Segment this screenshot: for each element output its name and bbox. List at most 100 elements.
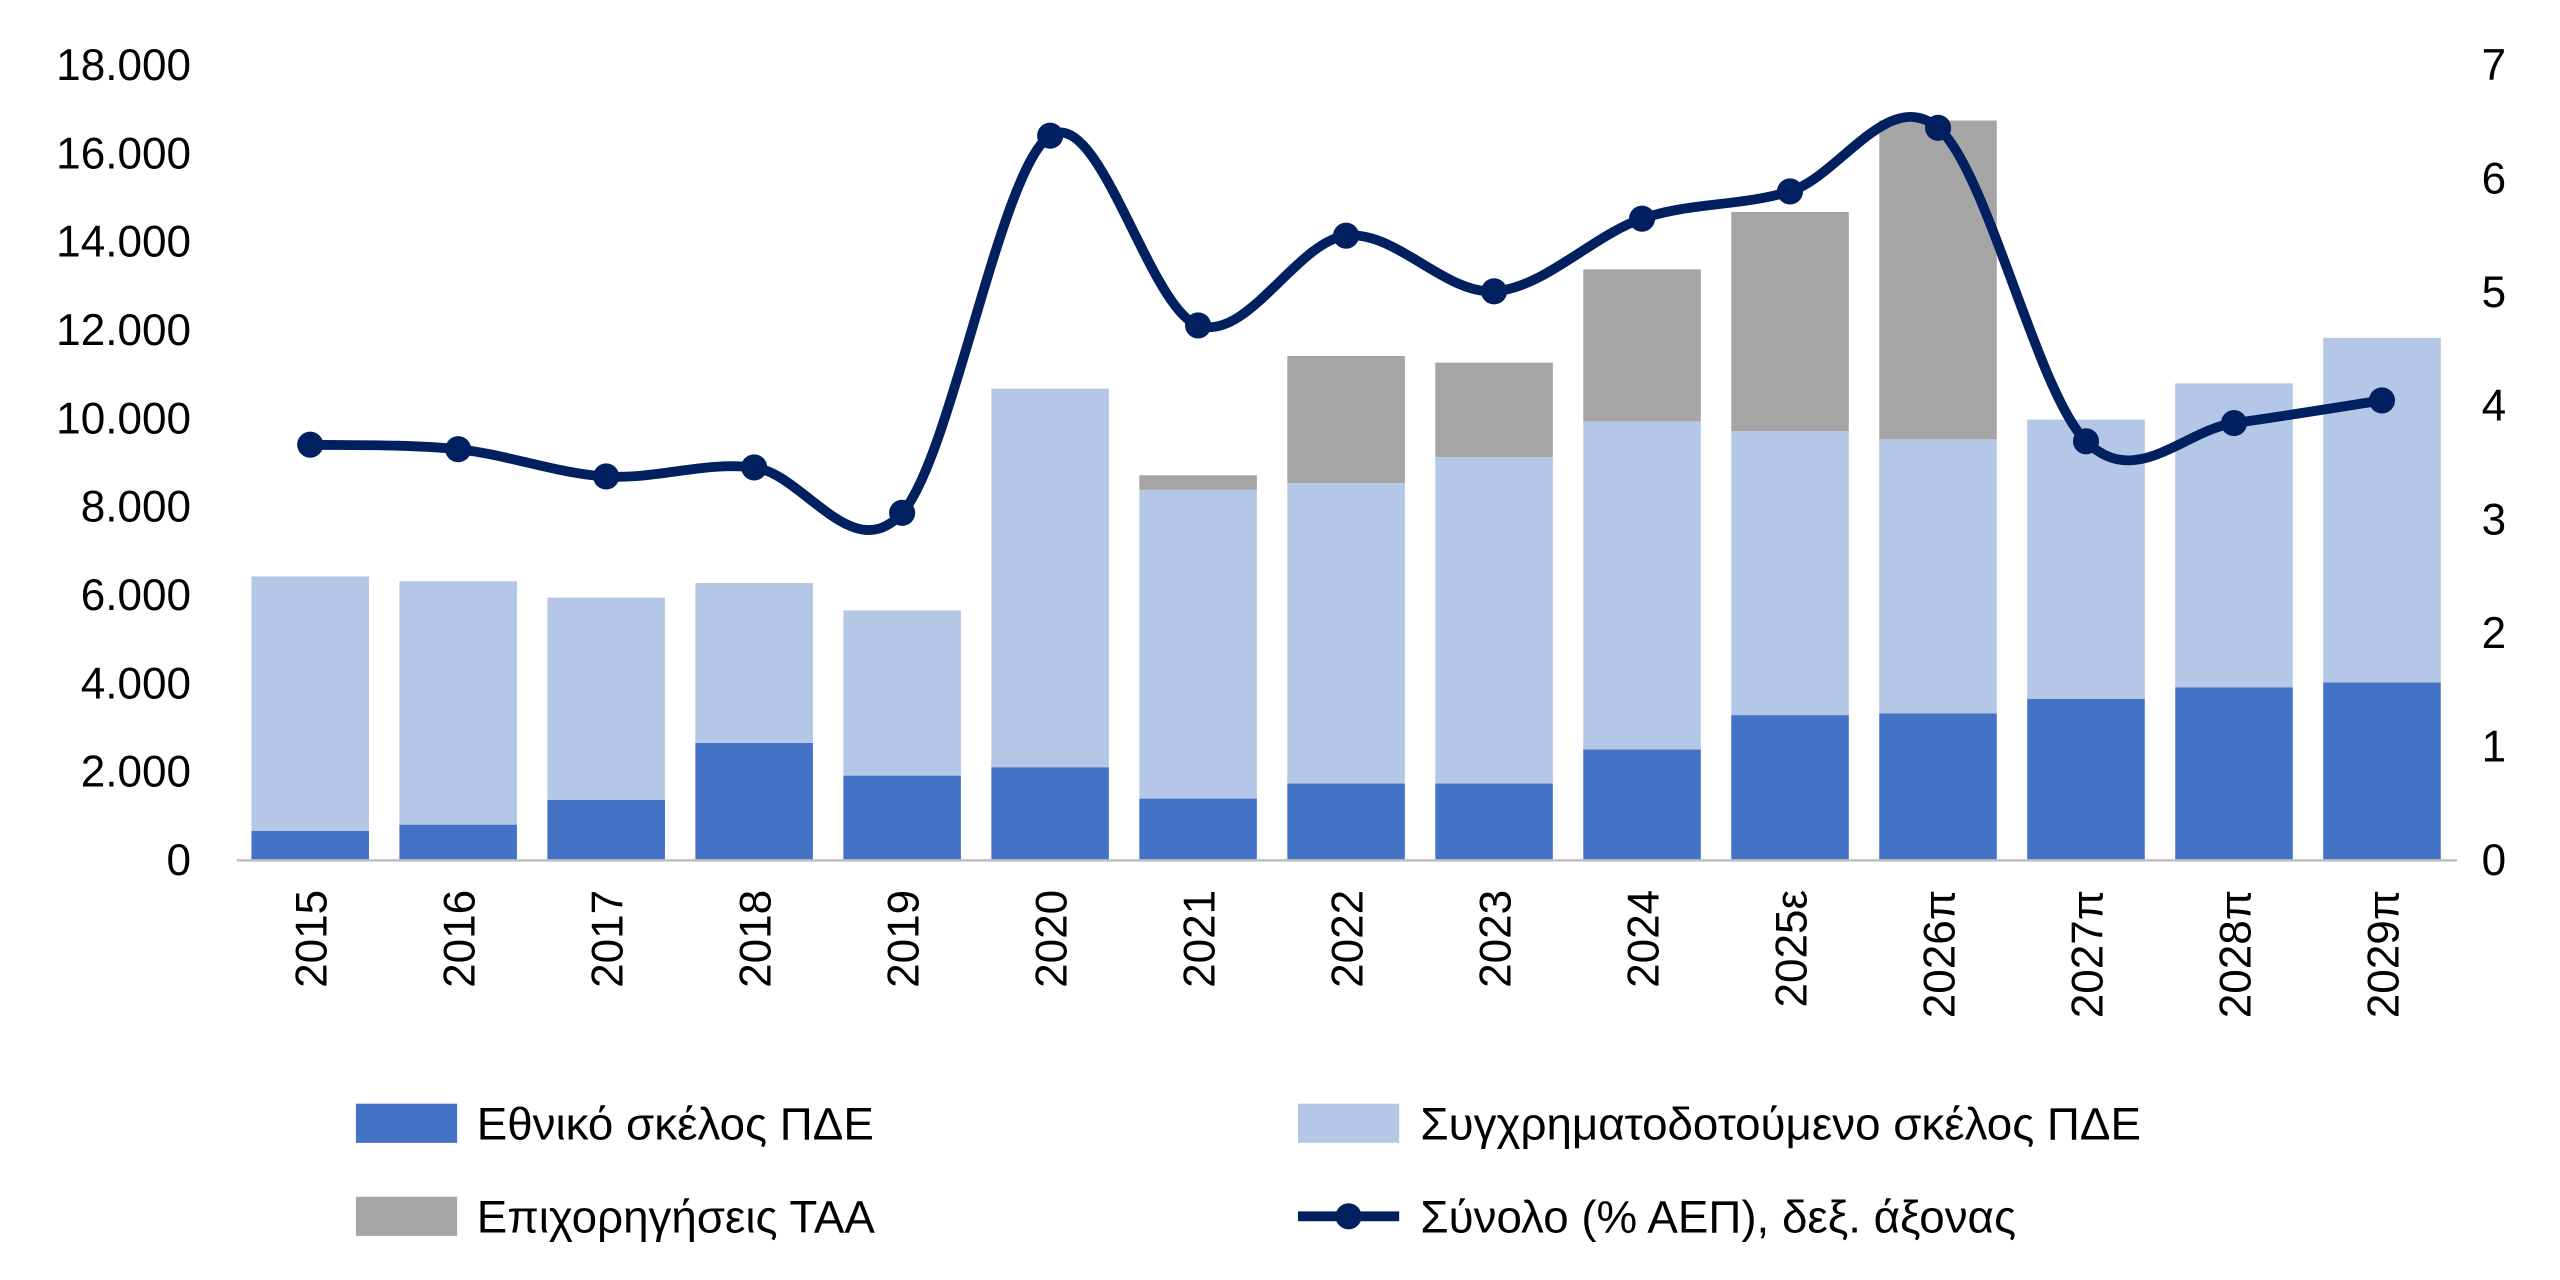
x-tick-label: 2027π: [2063, 890, 2112, 1018]
bar-segment: [1879, 120, 1997, 440]
bar-segment: [1435, 457, 1553, 784]
x-tick-label: 2022: [1323, 890, 1372, 988]
y-tick-label-left: 18.000: [56, 41, 191, 90]
bar-segment: [399, 824, 517, 861]
line-point: [1776, 178, 1804, 205]
bar-segment: [1139, 475, 1257, 490]
bar-segment: [695, 742, 813, 861]
bar-segment: [2323, 682, 2441, 861]
y-tick-label-left: 0: [167, 836, 192, 885]
line-point: [445, 436, 472, 463]
bars: [251, 120, 2441, 861]
legend: Εθνικό σκέλος ΠΔΕ Συγχρηματοδοτούμενο σκ…: [355, 1099, 2141, 1243]
bar-segment: [2027, 419, 2145, 699]
legend-label: Σύνολο (% ΑΕΠ), δεξ. άξονας: [1420, 1192, 2016, 1243]
bar-segment: [1287, 355, 1405, 484]
bar-segment: [843, 775, 961, 861]
line-series: [297, 112, 2396, 535]
y-tick-label-right: 6: [2482, 155, 2507, 204]
legend-swatch: [1297, 1103, 1400, 1143]
line-point: [593, 463, 620, 490]
y-tick-label-left: 4.000: [81, 659, 191, 708]
bar-segment: [1731, 431, 1849, 716]
legend-label: Εθνικό σκέλος ΠΔΕ: [477, 1099, 874, 1150]
line-point: [1333, 222, 1360, 249]
x-tick-label: 2025ε: [1767, 890, 1816, 1008]
bar-segment: [1435, 362, 1553, 458]
bar-segment: [991, 388, 1109, 768]
legend-swatch: [355, 1196, 458, 1236]
legend-item-national: Εθνικό σκέλος ΠΔΕ: [355, 1099, 874, 1150]
x-tick-label: 2015: [288, 890, 337, 988]
x-tick-label: 2024: [1619, 890, 1668, 988]
legend-swatch: [355, 1103, 458, 1143]
y-tick-label-left: 2.000: [81, 748, 191, 797]
line-point: [297, 431, 324, 458]
x-tick-label: 2017: [583, 890, 632, 988]
x-tick-label: 2016: [436, 890, 485, 988]
y-tick-label-left: 12.000: [56, 306, 191, 355]
y-tick-label-right: 4: [2482, 382, 2507, 431]
x-axis: 2015 2016 2017 2018 2019 2020 2021 2022 2023 2024…: [288, 890, 2409, 1018]
bar-segment: [251, 830, 369, 861]
y-axis-right: 0 1 2 3 4 5 6 7: [2482, 41, 2507, 885]
bar-segment: [1583, 269, 1701, 422]
bar-segment: [1139, 798, 1257, 861]
line-point: [1924, 114, 1952, 141]
line-point: [1037, 122, 1064, 149]
legend-label: Συγχρηματοδοτούμενο σκέλος ΠΔΕ: [1420, 1099, 2141, 1150]
x-tick-label: 2018: [731, 890, 780, 988]
line-point: [2368, 387, 2396, 414]
x-tick-label: 2028π: [2211, 890, 2260, 1018]
y-tick-label-right: 1: [2482, 723, 2507, 772]
legend-label: Επιχορηγήσεις ΤΑΑ: [477, 1192, 876, 1243]
bar-segment: [2175, 687, 2293, 861]
bar-segment: [1879, 439, 1997, 714]
y-tick-label-left: 10.000: [56, 394, 191, 443]
bar-segment: [1583, 421, 1701, 750]
bar-segment: [547, 597, 665, 800]
bar-segment: [251, 576, 369, 831]
line-point: [1628, 205, 1656, 232]
x-tick-label: 2026π: [1915, 890, 1964, 1018]
bar-segment: [1731, 715, 1849, 861]
x-tick-label: 2020: [1027, 890, 1076, 988]
y-tick-label-left: 16.000: [56, 129, 191, 178]
bar-segment: [991, 767, 1109, 861]
bar-segment: [695, 583, 813, 743]
line-point: [2072, 428, 2100, 455]
bar-segment: [2027, 698, 2145, 861]
legend-item-cofinanced: Συγχρηματοδοτούμενο σκέλος ΠΔΕ: [1297, 1099, 2141, 1150]
legend-item-rrf: Επιχορηγήσεις ΤΑΑ: [355, 1192, 876, 1243]
line-point: [2220, 410, 2248, 437]
line-point: [1185, 312, 1212, 339]
line-path: [310, 112, 2383, 535]
y-tick-label-left: 8.000: [81, 483, 191, 532]
line-point: [1481, 278, 1508, 305]
bar-segment: [1139, 489, 1257, 799]
bar-segment: [1435, 783, 1553, 861]
bar-segment: [1731, 211, 1849, 432]
bar-segment: [1879, 713, 1997, 861]
bar-segment: [1287, 783, 1405, 861]
bar-segment: [843, 610, 961, 776]
bar-segment: [399, 581, 517, 825]
y-tick-label-right: 5: [2482, 268, 2507, 317]
legend-marker: [1335, 1203, 1362, 1230]
y-tick-label-right: 2: [2482, 609, 2507, 658]
y-axis-left: 0 2.000 4.000 6.000 8.000 10.000 12.000 14.000 1…: [56, 41, 191, 885]
line-point: [741, 454, 768, 481]
line-point: [889, 499, 916, 526]
bar-segment: [1287, 483, 1405, 784]
x-tick-label: 2021: [1175, 890, 1224, 988]
y-tick-label-left: 6.000: [81, 571, 191, 620]
y-tick-label-right: 7: [2482, 41, 2507, 90]
bar-segment: [1583, 749, 1701, 861]
bar-segment: [547, 799, 665, 861]
y-tick-label-right: 0: [2482, 836, 2507, 885]
y-tick-label-right: 3: [2482, 495, 2507, 544]
x-tick-label: 2029π: [2359, 890, 2408, 1018]
y-tick-label-left: 14.000: [56, 218, 191, 267]
x-tick-label: 2023: [1471, 890, 1520, 988]
